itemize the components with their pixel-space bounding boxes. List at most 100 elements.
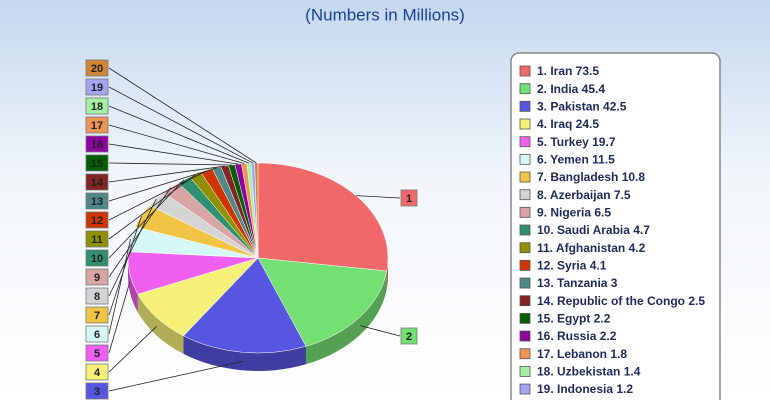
slice-label: 4 [94,367,101,379]
slice-label: 3 [94,386,100,398]
slice-label-box [85,173,109,191]
legend-swatch [519,100,531,112]
slice-label: 15 [91,158,103,170]
legend-label: 12. Syria 4.1 [537,259,607,273]
legend-swatch [519,259,531,271]
legend-swatch [519,224,531,236]
legend-swatch [519,189,531,201]
legend-label: 19. Indonesia 1.2 [537,382,633,396]
legend-label: 3. Pakistan 42.5 [537,100,627,114]
legend-label: 14. Republic of the Congo 2.5 [537,294,705,308]
pie-slice [257,257,388,347]
slice-label: 8 [94,291,100,303]
legend-label: 1. Iran 73.5 [537,64,599,78]
slice-label-box [85,306,109,324]
legend-swatch [519,206,531,218]
legend-box [510,52,721,405]
leader-line [360,325,401,337]
leader-line [108,86,254,164]
pie-slice-side [128,258,138,313]
slice-label-box [85,287,109,305]
chart-subtitle: (Numbers in Millions) [305,5,465,24]
legend-swatch [519,171,531,183]
legend-swatch [519,312,531,324]
legend-swatch [519,348,531,360]
slice-label-box [85,325,109,343]
slice-label: 7 [94,310,100,322]
legend-swatch [519,242,531,254]
leader-line [108,360,244,392]
leader-line [108,198,157,297]
slice-label: 1 [406,193,412,205]
legend-swatch [519,295,531,307]
pie-slice [183,257,307,354]
legend-label: 2. India 45.4 [537,82,605,96]
slice-label-box [85,192,109,210]
slice-label-box [85,211,109,229]
leader-line [356,195,401,199]
legend-swatch [519,83,531,95]
legend-label: 18. Uzbekistan 1.4 [537,365,641,379]
leader-line [108,215,142,316]
slice-label-box [85,59,109,77]
slice-label: 17 [91,120,103,132]
leader-line [108,124,245,164]
slice-label: 11 [91,234,103,246]
leader-line [108,67,257,164]
leader-line [108,162,232,166]
slice-label: 6 [94,329,100,341]
slice-label-box [85,382,109,400]
slice-label: 9 [94,272,100,284]
slice-label: 18 [91,101,103,113]
slice-label: 13 [91,196,103,208]
legend-swatch [519,65,531,77]
slice-label: 5 [94,348,100,360]
legend-swatch [519,153,531,165]
legend-label: 17. Lebanon 1.8 [537,347,627,361]
slice-label: 16 [91,139,103,151]
leader-line [108,174,196,240]
legend-label: 7. Bangladesh 10.8 [537,170,645,184]
leader-line [108,238,131,335]
slice-label-box [85,363,109,381]
legend-swatch [519,330,531,342]
slice-label-box [85,78,109,96]
slice-label-box [85,97,109,115]
leader-line [108,105,250,164]
slice-label-box [85,230,109,248]
legend-label: 15. Egypt 2.2 [537,312,611,326]
leader-line [108,165,225,183]
legend-swatch [519,136,531,148]
pie-slice-side [183,335,306,372]
slice-label-box [85,249,109,267]
legend-label: 8. Azerbaijan 7.5 [537,188,631,202]
slice-label: 2 [406,331,412,343]
legend-label: 13. Tanzania 3 [537,276,618,290]
slice-label-box [85,135,109,153]
legend-label: 10. Saudi Arabia 4.7 [537,223,650,237]
slice-label-box [85,344,109,362]
legend-label: 9. Nigeria 6.5 [537,206,611,220]
legend-label: 4. Iraq 24.5 [537,117,599,131]
slice-label-box [400,327,418,345]
leader-line [108,282,131,354]
leader-line [108,143,239,165]
legend-swatch [519,277,531,289]
legend-swatch [519,383,531,395]
leader-line [108,167,217,202]
legend-label: 5. Turkey 19.7 [537,135,616,149]
slice-label: 14 [91,177,104,189]
pie-slice-side [137,294,184,354]
legend-label: 11. Afghanistan 4.2 [537,241,646,255]
slice-label-box [85,154,109,172]
slice-label: 20 [91,63,103,75]
pie-slice-side [305,271,387,365]
slice-label: 12 [91,215,103,227]
legend-label: 16. Russia 2.2 [537,329,617,343]
leader-line [108,187,172,278]
slice-label: 10 [91,253,103,265]
leader-line [108,326,157,373]
slice-label: 19 [91,82,103,94]
legend-swatch [519,118,531,130]
